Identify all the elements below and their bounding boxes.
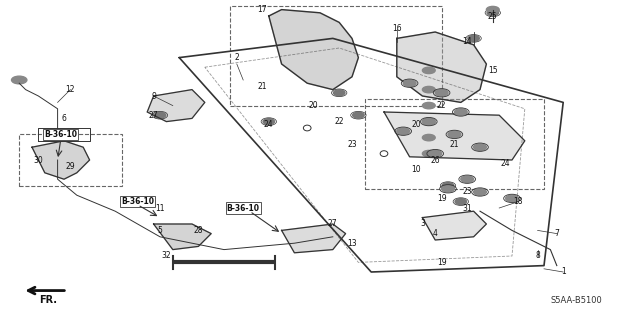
Text: B-36-10: B-36-10 — [44, 130, 77, 139]
Circle shape — [154, 112, 166, 118]
Text: 23: 23 — [347, 140, 357, 148]
Text: 20: 20 — [308, 101, 319, 110]
Text: FR.: FR. — [39, 295, 57, 305]
Text: 27: 27 — [328, 220, 338, 228]
Text: 21: 21 — [450, 140, 459, 148]
Text: 28: 28 — [194, 226, 203, 235]
Polygon shape — [422, 211, 486, 240]
Text: 27: 27 — [148, 111, 159, 120]
Circle shape — [263, 119, 275, 124]
Circle shape — [486, 6, 499, 13]
Text: S5AA-B5100: S5AA-B5100 — [550, 296, 602, 305]
Circle shape — [442, 186, 454, 192]
Text: 18: 18 — [514, 197, 523, 206]
Text: 24: 24 — [500, 159, 511, 168]
Circle shape — [448, 131, 461, 138]
Polygon shape — [384, 112, 525, 160]
Text: 9: 9 — [151, 92, 156, 100]
Text: 31: 31 — [462, 204, 472, 212]
Text: 1: 1 — [561, 268, 566, 276]
Text: 26: 26 — [430, 156, 440, 164]
Text: 3: 3 — [420, 220, 425, 228]
Text: 17: 17 — [257, 5, 268, 14]
Text: 29: 29 — [65, 162, 76, 171]
Circle shape — [474, 189, 486, 195]
Circle shape — [435, 90, 448, 96]
Circle shape — [454, 109, 467, 115]
Bar — [365, 99, 544, 189]
Text: 10: 10 — [411, 165, 421, 174]
Text: 7: 7 — [554, 229, 559, 238]
Circle shape — [468, 36, 479, 41]
Text: 13: 13 — [347, 239, 357, 248]
Text: 11: 11 — [156, 204, 164, 212]
Circle shape — [422, 86, 435, 93]
Circle shape — [442, 183, 454, 188]
Bar — [19, 134, 122, 186]
Polygon shape — [282, 224, 346, 253]
Text: 22: 22 — [335, 117, 344, 126]
Text: 2: 2 — [234, 53, 239, 62]
Polygon shape — [147, 90, 205, 122]
Circle shape — [12, 76, 27, 84]
Circle shape — [333, 90, 345, 96]
Text: 14: 14 — [462, 37, 472, 46]
Circle shape — [461, 176, 474, 182]
Circle shape — [429, 150, 442, 157]
Text: B-36-10: B-36-10 — [227, 204, 260, 212]
Text: 8: 8 — [535, 252, 540, 260]
Text: 12: 12 — [66, 85, 75, 94]
Circle shape — [422, 118, 435, 125]
Text: 16: 16 — [392, 24, 402, 33]
Circle shape — [422, 118, 435, 125]
Text: 25: 25 — [488, 12, 498, 20]
Text: 5: 5 — [157, 226, 163, 235]
Text: B-36-10: B-36-10 — [121, 197, 154, 206]
Circle shape — [353, 112, 364, 118]
Circle shape — [422, 150, 435, 157]
Text: 4: 4 — [433, 229, 438, 238]
Circle shape — [397, 128, 410, 134]
Circle shape — [455, 199, 467, 204]
Text: 22: 22 — [437, 101, 446, 110]
Polygon shape — [154, 224, 211, 250]
Circle shape — [403, 80, 416, 86]
Text: 15: 15 — [488, 66, 498, 75]
Circle shape — [487, 10, 499, 16]
Text: 19: 19 — [436, 258, 447, 267]
Text: 6: 6 — [61, 114, 67, 123]
Text: 21: 21 — [258, 82, 267, 91]
Circle shape — [422, 67, 435, 74]
Circle shape — [422, 102, 435, 109]
Text: 24: 24 — [264, 120, 274, 129]
Circle shape — [422, 134, 435, 141]
Bar — [230, 6, 442, 106]
Polygon shape — [269, 10, 358, 90]
Polygon shape — [397, 32, 486, 102]
Text: 20: 20 — [411, 120, 421, 129]
Text: 32: 32 — [161, 252, 172, 260]
Text: 30: 30 — [33, 156, 44, 164]
Text: 23: 23 — [462, 188, 472, 196]
Circle shape — [506, 195, 518, 202]
Polygon shape — [32, 141, 90, 179]
Circle shape — [474, 144, 486, 150]
Text: 19: 19 — [436, 194, 447, 203]
